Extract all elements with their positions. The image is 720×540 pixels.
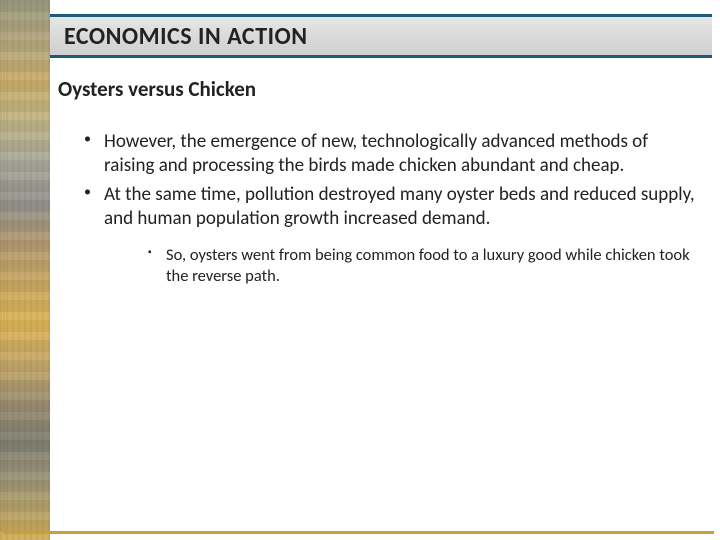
sidebar-decorative-image — [0, 0, 50, 540]
bullet-text: However, the emergence of new, technolog… — [104, 130, 648, 177]
bottom-accent-border — [4, 531, 714, 534]
bullet-item: At the same time, pollution destroyed ma… — [84, 183, 700, 288]
sub-bullet-item: So, oysters went from being common food … — [148, 245, 700, 287]
sub-bullet-list: So, oysters went from being common food … — [104, 245, 700, 287]
bullet-text: At the same time, pollution destroyed ma… — [104, 183, 695, 230]
slide-content: Oysters versus Chicken However, the emer… — [56, 76, 700, 291]
title-bar: ECONOMICS IN ACTION — [50, 14, 712, 58]
bullet-item: However, the emergence of new, technolog… — [84, 130, 700, 179]
main-bullet-list: However, the emergence of new, technolog… — [56, 130, 700, 287]
sub-bullet-text: So, oysters went from being common food … — [166, 245, 690, 286]
slide-subtitle: Oysters versus Chicken — [58, 76, 700, 102]
page-title: ECONOMICS IN ACTION — [64, 22, 308, 51]
